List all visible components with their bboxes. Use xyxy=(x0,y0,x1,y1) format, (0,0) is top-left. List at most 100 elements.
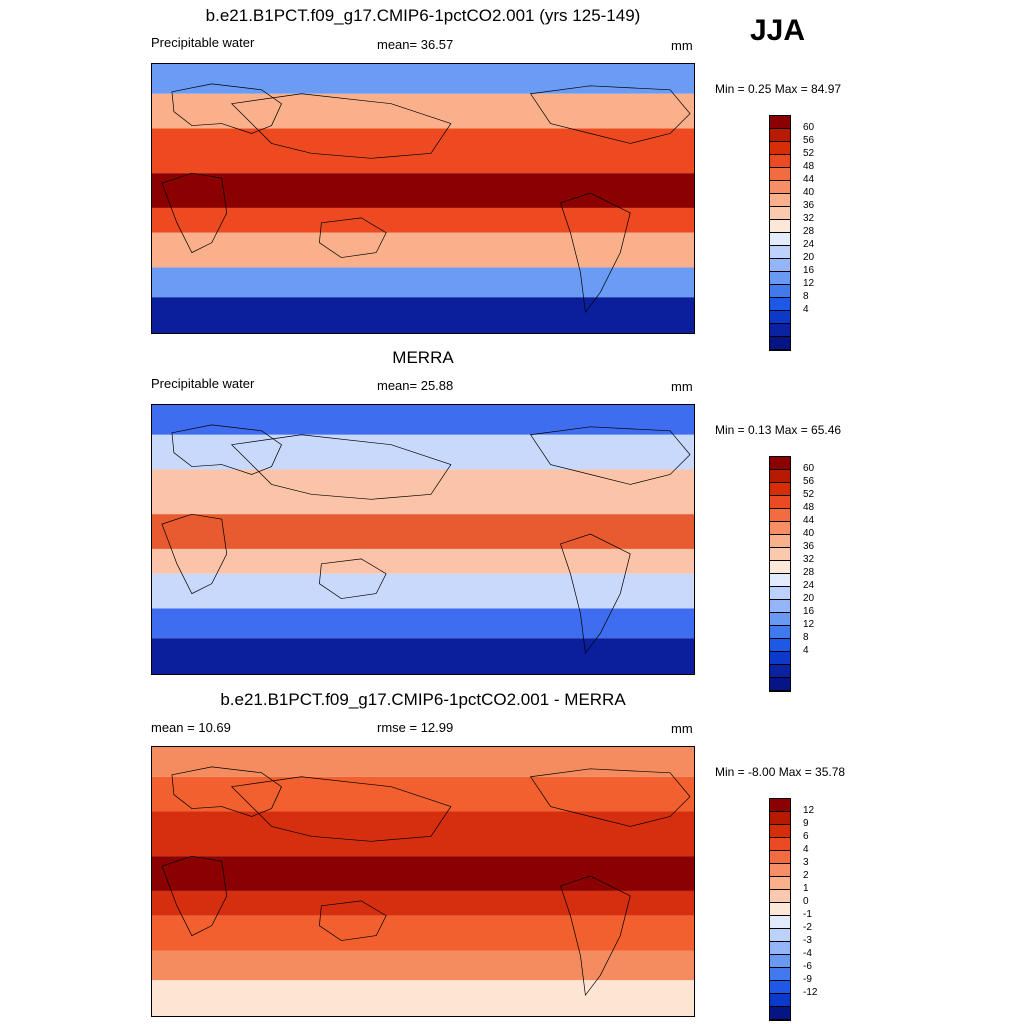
colorbar-swatch xyxy=(770,207,790,220)
colorbar-swatch xyxy=(770,457,790,470)
panel3-title: b.e21.B1PCT.f09_g17.CMIP6-1pctCO2.001 - … xyxy=(220,690,626,709)
panel2-variable-label: Precipitable water xyxy=(151,376,255,391)
colorbar-tick-label: 60 xyxy=(803,122,815,133)
colorbar-tick-label: 20 xyxy=(803,593,815,604)
colorbar-tick-label: 60 xyxy=(803,463,815,474)
colorbar-tick-label: -3 xyxy=(803,935,812,946)
map-field-band xyxy=(152,856,694,891)
map-field-band xyxy=(152,64,694,94)
panel3-rmse-label: rmse = 12.99 xyxy=(377,720,454,735)
colorbar-tick-label: 16 xyxy=(803,606,815,617)
season-label: JJA xyxy=(750,14,806,47)
map-field-band xyxy=(152,890,694,916)
colorbar-tick-label: 24 xyxy=(803,580,815,591)
colorbar-swatch xyxy=(770,298,790,311)
colorbar-swatch xyxy=(770,626,790,639)
colorbar-swatch xyxy=(770,639,790,652)
colorbar-tick-label: 20 xyxy=(803,252,815,263)
colorbar-swatch xyxy=(770,864,790,877)
map-field-band xyxy=(152,950,694,981)
colorbar-swatch xyxy=(770,324,790,337)
colorbar-swatch xyxy=(770,652,790,665)
map-field-band xyxy=(152,747,694,777)
colorbar-tick-label: 12 xyxy=(803,278,815,289)
colorbar-swatch xyxy=(770,168,790,181)
colorbar-swatch xyxy=(770,574,790,587)
map-field-band xyxy=(152,608,694,639)
colorbar-swatch xyxy=(770,220,790,233)
map-field-band xyxy=(152,267,694,298)
coastline xyxy=(530,426,691,485)
colorbar-swatch xyxy=(770,877,790,890)
panel2-mean-label: mean= 25.88 xyxy=(377,378,454,393)
colorbar-tick-label: 8 xyxy=(803,632,809,643)
colorbar-swatch xyxy=(770,929,790,942)
coastline xyxy=(560,533,631,655)
colorbar-tick-label: 40 xyxy=(803,187,815,198)
colorbar-swatch xyxy=(770,337,790,350)
colorbar-swatch xyxy=(770,942,790,955)
colorbar-swatch xyxy=(770,233,790,246)
colorbar-swatch xyxy=(770,587,790,600)
colorbar-swatch xyxy=(770,981,790,994)
panel1-title: b.e21.B1PCT.f09_g17.CMIP6-1pctCO2.001 (y… xyxy=(205,6,641,25)
coastline xyxy=(319,900,387,941)
colorbar-tick-label: 44 xyxy=(803,174,815,185)
colorbar-swatch xyxy=(770,483,790,496)
colorbar-swatch xyxy=(770,259,790,272)
colorbar-tick-label: -1 xyxy=(803,909,812,920)
coastline xyxy=(171,424,282,475)
panel2-map xyxy=(151,404,695,675)
colorbar-tick-label: 6 xyxy=(803,831,809,842)
map-field-band xyxy=(152,776,694,812)
colorbar-tick-label: 9 xyxy=(803,818,809,829)
panel2-units: mm xyxy=(671,379,693,394)
colorbar-swatch xyxy=(770,496,790,509)
colorbar-swatch xyxy=(770,799,790,812)
coastline xyxy=(171,766,282,817)
map-field-band xyxy=(152,128,694,174)
map-field-band xyxy=(152,980,694,1016)
colorbar-tick-label: 28 xyxy=(803,226,815,237)
map-field-band xyxy=(152,469,694,515)
map-field-band xyxy=(152,638,694,674)
map-field-band xyxy=(152,173,694,208)
colorbar-tick-label: 8 xyxy=(803,291,809,302)
map-field-band xyxy=(152,405,694,435)
colorbar-tick-label: 4 xyxy=(803,844,809,855)
colorbar-swatch xyxy=(770,522,790,535)
colorbar-tick-label: 48 xyxy=(803,502,815,513)
map-field-band xyxy=(152,232,694,268)
colorbar-tick-label: 28 xyxy=(803,567,815,578)
panel1-minmax: Min = 0.25 Max = 84.97 xyxy=(715,82,842,96)
colorbar-swatch xyxy=(770,1007,790,1020)
colorbar-tick-label: 12 xyxy=(803,619,815,630)
colorbar-swatch xyxy=(770,561,790,574)
panel1-colorbar xyxy=(769,115,791,351)
coastline xyxy=(230,776,452,842)
coastline xyxy=(319,217,387,258)
colorbar-swatch xyxy=(770,678,790,691)
colorbar-swatch xyxy=(770,155,790,168)
coastline xyxy=(530,768,691,827)
colorbar-swatch xyxy=(770,470,790,483)
panel2-title: MERRA xyxy=(392,348,454,367)
coastline xyxy=(161,172,228,254)
colorbar-tick-label: 32 xyxy=(803,213,815,224)
colorbar-tick-label: 2 xyxy=(803,870,809,881)
colorbar-swatch xyxy=(770,246,790,259)
coastline xyxy=(171,83,282,134)
colorbar-swatch xyxy=(770,825,790,838)
colorbar-tick-label: 52 xyxy=(803,489,815,500)
colorbar-swatch xyxy=(770,903,790,916)
panel3-colorbar xyxy=(769,798,791,1021)
colorbar-tick-label: -2 xyxy=(803,922,812,933)
colorbar-tick-label: 44 xyxy=(803,515,815,526)
colorbar-tick-label: 56 xyxy=(803,476,815,487)
coastline xyxy=(530,85,691,144)
colorbar-tick-label: 1 xyxy=(803,883,809,894)
coastline xyxy=(319,558,387,599)
colorbar-swatch xyxy=(770,812,790,825)
colorbar-swatch xyxy=(770,994,790,1007)
colorbar-swatch xyxy=(770,968,790,981)
